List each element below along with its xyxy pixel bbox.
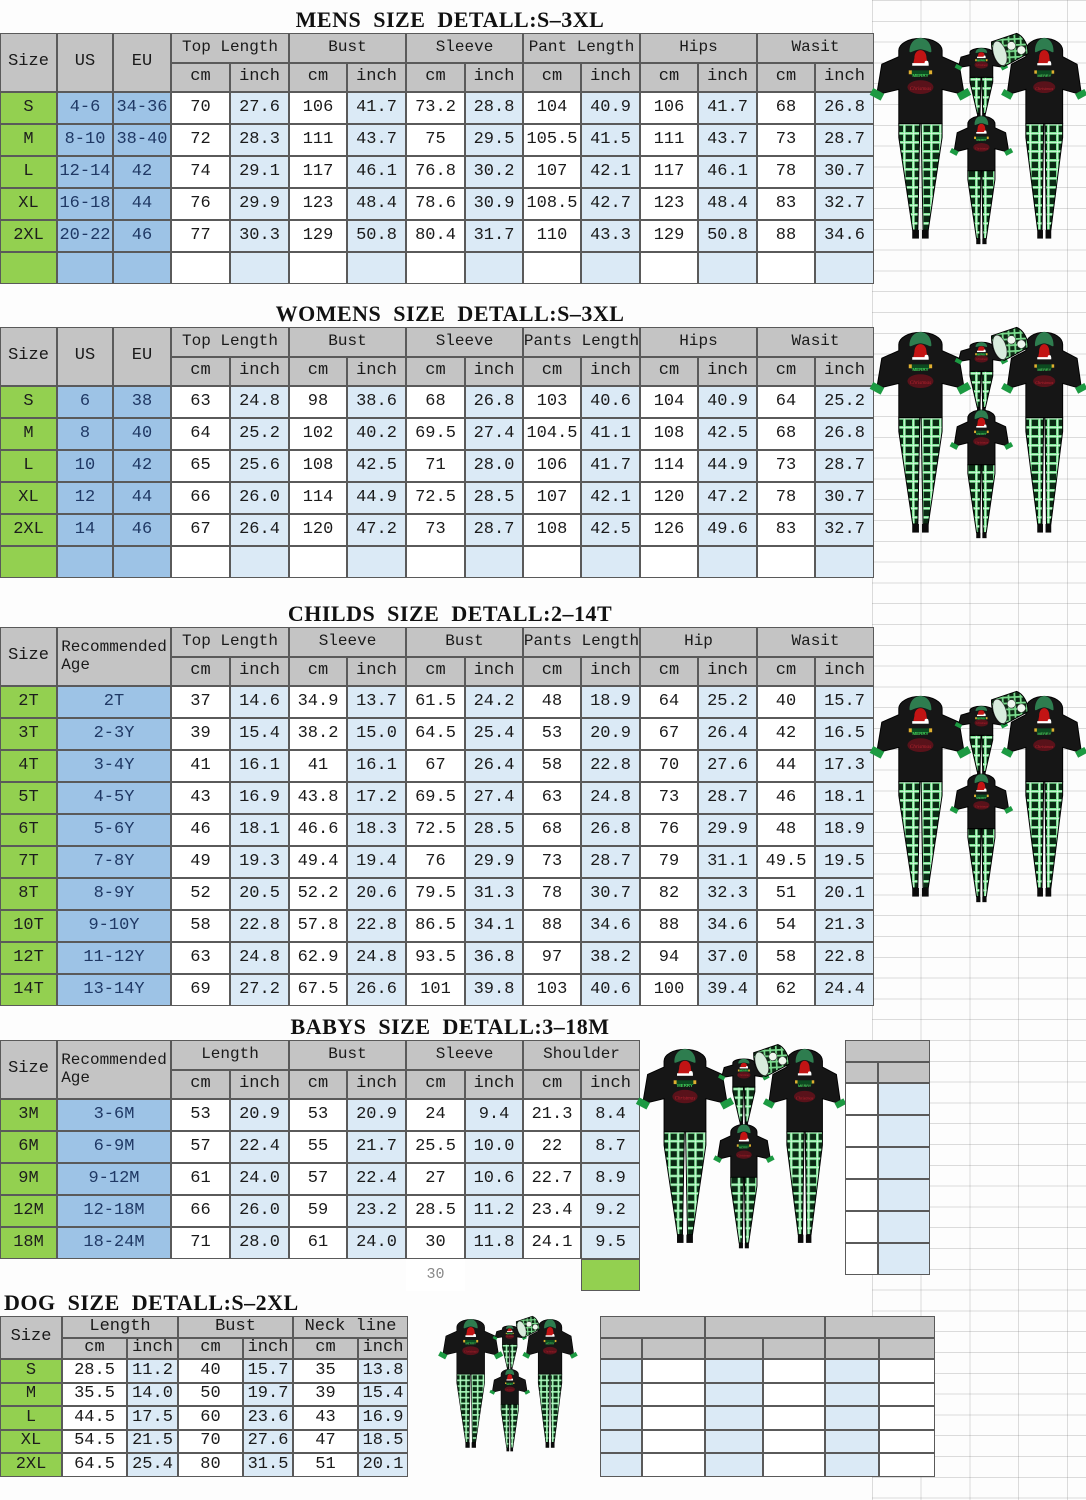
svg-text:Christmas: Christmas [976,64,987,67]
svg-text:Christmas: Christmas [910,380,931,386]
svg-text:MERRY: MERRY [912,73,928,78]
svg-text:Christmas: Christmas [1035,86,1053,91]
svg-text:Christmas: Christmas [976,722,987,725]
svg-text:Christmas: Christmas [1035,380,1053,385]
svg-text:Christmas: Christmas [975,440,989,444]
svg-text:Christmas: Christmas [544,1350,557,1354]
svg-text:MERRY: MERRY [976,138,986,142]
svg-text:MERRY: MERRY [798,1084,812,1088]
svg-text:Christmas: Christmas [506,1335,514,1338]
svg-text:Christmas: Christmas [737,1154,751,1158]
svg-text:MERRY: MERRY [1037,368,1051,372]
svg-text:MERRY: MERRY [1037,74,1051,78]
svg-text:MERRY: MERRY [739,1146,749,1150]
svg-text:MERRY: MERRY [976,432,986,436]
svg-text:MERRY: MERRY [507,1384,514,1386]
svg-text:Christmas: Christmas [796,1095,814,1100]
svg-text:Christmas: Christmas [975,146,989,150]
svg-text:MERRY: MERRY [912,367,928,372]
svg-text:MERRY: MERRY [912,731,928,736]
svg-text:Christmas: Christmas [910,744,931,750]
svg-text:MERRY: MERRY [546,1342,555,1345]
svg-text:Christmas: Christmas [1035,744,1053,749]
svg-text:Christmas: Christmas [910,86,931,92]
svg-text:MERRY: MERRY [976,796,986,800]
svg-text:Christmas: Christmas [675,1096,696,1101]
svg-text:Christmas: Christmas [976,358,987,361]
svg-text:MERRY: MERRY [1037,732,1051,736]
svg-text:Christmas: Christmas [975,804,989,808]
svg-text:Christmas: Christmas [738,1074,749,1077]
svg-text:MERRY: MERRY [677,1083,693,1088]
svg-text:Christmas: Christmas [464,1350,478,1354]
svg-text:MERRY: MERRY [465,1341,475,1345]
svg-text:Christmas: Christmas [505,1389,514,1392]
